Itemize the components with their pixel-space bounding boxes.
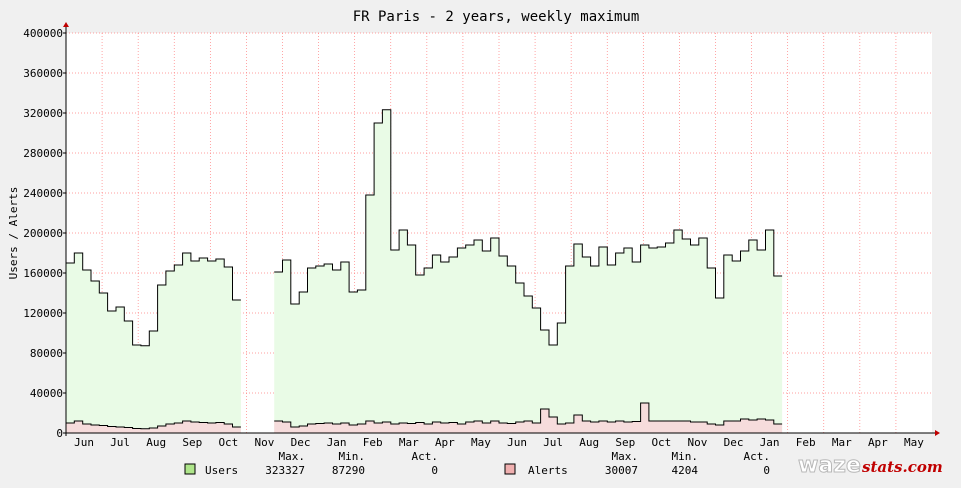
- x-tick-label-18: Dec: [724, 436, 744, 449]
- legend-header-min-0: Min.: [339, 450, 366, 463]
- legend-header-act-1: Act.: [744, 450, 771, 463]
- x-tick-label-19: Jan: [760, 436, 780, 449]
- logo-text-stats: stats.com: [862, 458, 943, 476]
- x-tick-label-17: Nov: [688, 436, 708, 449]
- legend-alerts-max: 30007: [605, 464, 638, 477]
- logo-text-waze: waze: [798, 453, 861, 478]
- legend-header-min-1: Min.: [672, 450, 699, 463]
- x-tick-label-2: Aug: [146, 436, 166, 449]
- x-tick-label-12: Jun: [507, 436, 527, 449]
- x-tick-label-22: Apr: [868, 436, 888, 449]
- legend-header-max-1: Max.: [612, 450, 639, 463]
- legend-alerts-act: 0: [763, 464, 770, 477]
- x-tick-label-0: Jun: [74, 436, 94, 449]
- axes: [63, 22, 940, 436]
- legend-users-label: Users: [205, 464, 238, 477]
- series-layer: [66, 109, 783, 433]
- y-tick-label-7: 280000: [23, 147, 63, 160]
- y-tick-label-4: 160000: [23, 267, 63, 280]
- legend-header-max-0: Max.: [279, 450, 306, 463]
- x-tick-label-5: Nov: [255, 436, 275, 449]
- y-tick-label-5: 200000: [23, 227, 63, 240]
- legend-users-max: 323327: [265, 464, 305, 477]
- y-tick-label-1: 40000: [30, 387, 63, 400]
- x-axis-arrow-icon: [935, 430, 940, 436]
- x-tick-label-3: Sep: [182, 436, 202, 449]
- legend-users-act: 0: [431, 464, 438, 477]
- x-tick-label-8: Feb: [363, 436, 383, 449]
- x-tick-label-7: Jan: [327, 436, 347, 449]
- x-tick-label-15: Sep: [615, 436, 635, 449]
- users-line-1: [274, 109, 783, 346]
- y-tick-label-9: 360000: [23, 67, 63, 80]
- y-tick-labels: 0 40000 80000 120000 160000 200000 240000 28000…: [23, 27, 66, 440]
- users-area-0: [66, 253, 241, 433]
- users-area-1: [274, 109, 783, 433]
- x-tick-labels: Jun Jul Aug Sep Oct Nov Dec Jan Feb Mar Apr May Jun J…: [74, 436, 924, 449]
- y-tick-label-0: 0: [56, 427, 63, 440]
- legend-alerts-min: 4204: [672, 464, 699, 477]
- y-tick-label-8: 320000: [23, 107, 63, 120]
- x-tick-label-6: Dec: [291, 436, 311, 449]
- y-tick-label-3: 120000: [23, 307, 63, 320]
- legend-alerts-swatch: [504, 463, 516, 475]
- x-tick-label-4: Oct: [218, 436, 238, 449]
- alerts-area-1: [274, 403, 783, 433]
- x-tick-label-23: May: [904, 436, 924, 449]
- legend-users-min: 87290: [332, 464, 365, 477]
- legend: Max.323327Min.87290Act.0UsersMax.30007Mi…: [184, 450, 771, 477]
- wazestats-logo: waze stats.com: [798, 453, 943, 479]
- chart-title: FR Paris - 2 years, weekly maximum: [353, 9, 640, 25]
- x-tick-label-13: Jul: [543, 436, 563, 449]
- alerts-line-0: [66, 420, 241, 430]
- x-tick-label-16: Oct: [651, 436, 671, 449]
- x-tick-label-21: Mar: [832, 436, 852, 449]
- alerts-area-0: [66, 421, 241, 433]
- x-tick-label-1: Jul: [110, 436, 130, 449]
- y-tick-label-2: 80000: [30, 347, 63, 360]
- x-tick-label-9: Mar: [399, 436, 419, 449]
- legend-alerts-label: Alerts: [528, 464, 568, 477]
- y-axis-arrow-icon: [63, 22, 69, 27]
- alerts-line-1: [274, 402, 783, 428]
- x-tick-label-14: Aug: [579, 436, 599, 449]
- legend-header-act-0: Act.: [412, 450, 439, 463]
- users-line-0: [66, 252, 241, 347]
- x-tick-label-10: Apr: [435, 436, 455, 449]
- x-tick-label-11: May: [471, 436, 491, 449]
- legend-users-swatch: [184, 463, 196, 475]
- y-tick-label-10: 400000: [23, 27, 63, 40]
- y-axis-label: Users / Alerts: [7, 187, 20, 280]
- y-tick-label-6: 240000: [23, 187, 63, 200]
- x-tick-label-20: Feb: [796, 436, 816, 449]
